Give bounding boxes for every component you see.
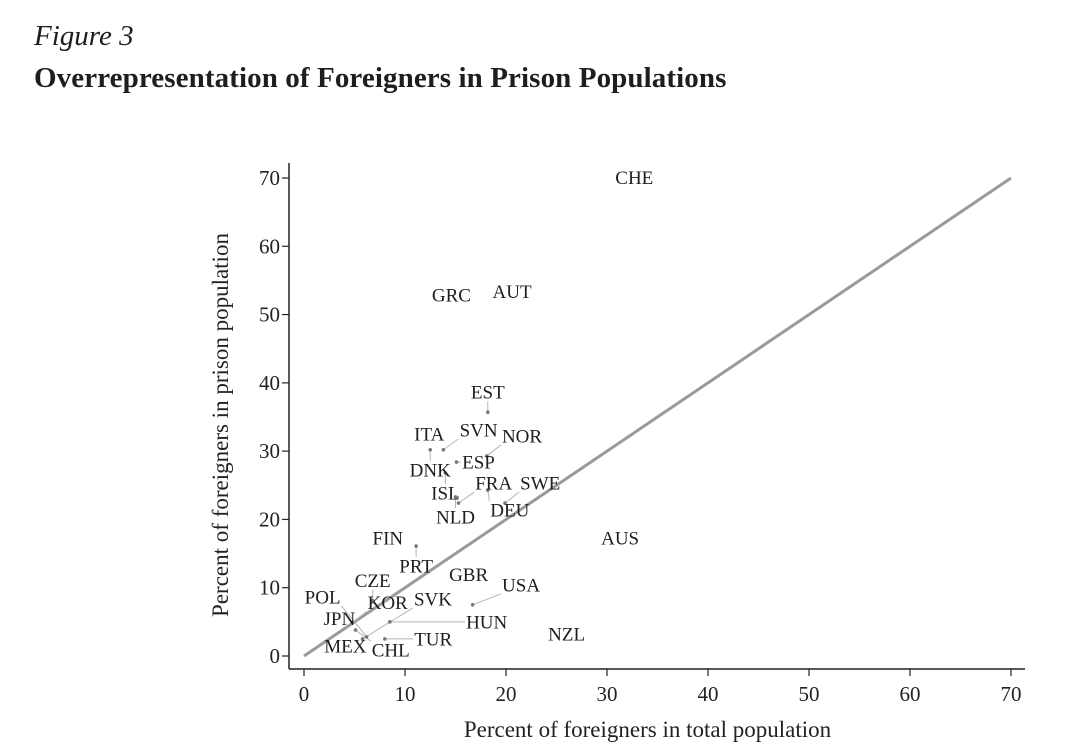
point-label-jpn: JPN — [324, 609, 356, 630]
point-label-svn: SVN — [460, 420, 498, 441]
y-tick-label: 30 — [259, 439, 280, 463]
point-label-nzl: NZL — [548, 625, 585, 646]
point-label-kor: KOR — [368, 593, 408, 614]
point-marker-deu — [486, 488, 490, 492]
y-tick-label: 40 — [259, 371, 280, 395]
point-marker-nld — [453, 495, 458, 499]
leader-line-swe — [504, 491, 520, 504]
figure-title: Overrepresentation of Foreigners in Pris… — [34, 62, 727, 94]
point-marker-svn — [441, 447, 446, 452]
y-tick-label: 10 — [259, 576, 280, 600]
leader-line-fra — [458, 491, 475, 504]
y-tick-label: 0 — [270, 644, 281, 668]
point-marker-esp — [454, 460, 459, 464]
x-tick-label: 50 — [799, 682, 820, 706]
point-label-aut: AUT — [493, 282, 532, 303]
y-tick-label: 50 — [259, 303, 280, 327]
point-label-fra: FRA — [475, 474, 512, 495]
point-marker-prt — [414, 544, 418, 548]
y-tick-label: 60 — [259, 234, 280, 258]
point-marker-cze — [370, 598, 375, 603]
point-label-aus: AUS — [601, 528, 639, 549]
point-label-swe: SWE — [520, 474, 560, 495]
x-tick-label: 60 — [900, 682, 921, 706]
axes: 0 10 20 30 40 50 60 70 0 10 20 30 40 50 60 70 — [259, 163, 1025, 706]
x-tick-label: 20 — [496, 682, 517, 706]
point-label-pol: POL — [305, 587, 341, 608]
point-label-gbr: GBR — [449, 565, 488, 586]
point-label-esp: ESP — [462, 453, 495, 474]
point-marker-hun — [388, 620, 392, 624]
x-tick-label: 70 — [1001, 682, 1022, 706]
leader-line-nor — [486, 444, 502, 457]
point-marker-swe — [503, 501, 507, 505]
point-label-ita: ITA — [414, 425, 444, 446]
x-tick-label: 0 — [299, 682, 310, 706]
point-label-usa: USA — [502, 575, 540, 596]
point-label-hun: HUN — [466, 612, 507, 633]
point-label-cze: CZE — [355, 571, 391, 592]
point-label-isl: ISL — [431, 483, 460, 504]
y-tick-label: 20 — [259, 507, 280, 531]
x-axis-title: Percent of foreigners in total populatio… — [464, 717, 832, 742]
point-marker-nor — [485, 454, 489, 458]
point-label-nor: NOR — [502, 426, 542, 447]
point-marker-dnk — [428, 447, 433, 452]
point-label-tur: TUR — [414, 629, 452, 650]
leader-lines — [341, 401, 520, 642]
point-label-dnk: DNK — [410, 460, 451, 481]
point-label-fin: FIN — [373, 528, 404, 549]
point-label-grc: GRC — [432, 285, 471, 306]
point-label-prt: PRT — [399, 557, 433, 578]
leader-line-deu — [487, 489, 490, 502]
point-marker-chl — [353, 628, 358, 632]
reference-line — [303, 176, 1012, 658]
y-axis-title: Percent of foreigners in prison populati… — [208, 233, 233, 617]
point-label-est: EST — [471, 383, 505, 404]
point-label-deu: DEU — [490, 501, 529, 522]
leader-line-svn — [443, 438, 459, 451]
point-marker-isl — [443, 471, 448, 475]
reference-line-group — [303, 176, 1012, 658]
y-tick-label: 70 — [259, 166, 280, 190]
point-marker-svk — [360, 637, 365, 641]
leader-line-kor — [352, 611, 367, 623]
x-tick-label: 10 — [395, 682, 416, 706]
point-marker-pol — [364, 635, 369, 639]
point-marker-fra — [456, 501, 461, 505]
figure-label: Figure 3 — [34, 20, 134, 52]
point-marker-kor — [350, 620, 355, 625]
leader-line-usa — [472, 593, 502, 606]
point-marker-usa — [470, 602, 475, 607]
leader-line-chl — [355, 629, 372, 642]
leader-line-pol — [341, 605, 368, 638]
point-marker-est — [486, 410, 490, 415]
x-tick-label: 40 — [698, 682, 719, 706]
point-label-nld: NLD — [436, 507, 475, 528]
point-label-chl: CHL — [372, 641, 410, 662]
point-marker-tur — [383, 637, 387, 641]
point-label-mex: MEX — [324, 636, 367, 657]
point-label-che: CHE — [615, 168, 653, 189]
x-tick-label: 30 — [597, 682, 618, 706]
leader-line-svk — [362, 607, 414, 640]
point-label-svk: SVK — [414, 589, 452, 610]
